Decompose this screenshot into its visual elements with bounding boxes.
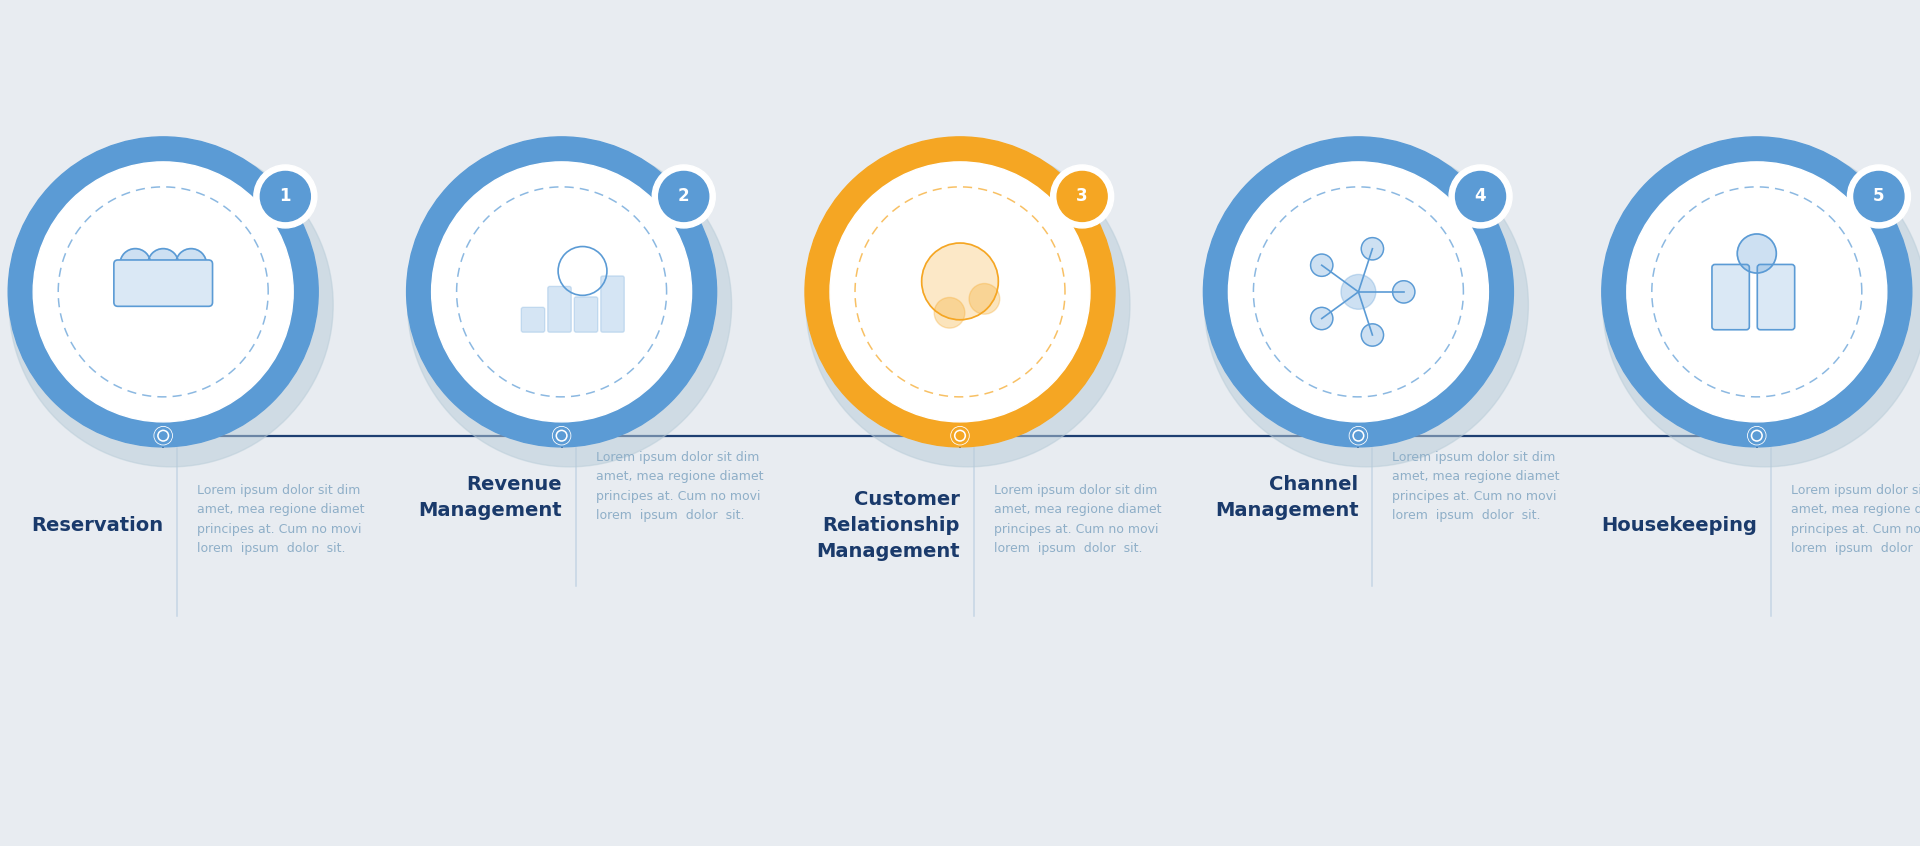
Circle shape bbox=[1392, 160, 1465, 233]
Circle shape bbox=[1626, 162, 1887, 422]
Circle shape bbox=[1755, 151, 1809, 204]
FancyBboxPatch shape bbox=[574, 297, 597, 332]
Circle shape bbox=[806, 143, 1131, 467]
Circle shape bbox=[659, 172, 708, 222]
Text: Lorem ipsum dolor sit dim
amet, mea regione diamet
principes at. Cum no movi
lor: Lorem ipsum dolor sit dim amet, mea regi… bbox=[1791, 484, 1920, 555]
Circle shape bbox=[33, 162, 294, 422]
Circle shape bbox=[148, 249, 179, 279]
Circle shape bbox=[1791, 160, 1862, 233]
Circle shape bbox=[1311, 254, 1332, 277]
FancyBboxPatch shape bbox=[1757, 265, 1795, 330]
Circle shape bbox=[1601, 137, 1912, 447]
Circle shape bbox=[950, 426, 970, 445]
Circle shape bbox=[935, 298, 966, 328]
Text: 5: 5 bbox=[1874, 188, 1885, 206]
Circle shape bbox=[1357, 151, 1411, 204]
Circle shape bbox=[970, 283, 1000, 314]
Text: 4: 4 bbox=[1475, 188, 1486, 206]
Circle shape bbox=[1450, 165, 1513, 228]
Circle shape bbox=[119, 249, 150, 279]
Circle shape bbox=[561, 151, 614, 204]
Circle shape bbox=[553, 426, 570, 445]
Text: 2: 2 bbox=[678, 188, 689, 206]
Circle shape bbox=[154, 426, 173, 445]
Circle shape bbox=[177, 249, 207, 279]
Circle shape bbox=[1753, 432, 1761, 439]
Circle shape bbox=[1836, 206, 1895, 264]
Circle shape bbox=[1050, 165, 1114, 228]
Text: 3: 3 bbox=[1077, 188, 1089, 206]
Circle shape bbox=[161, 151, 215, 204]
Circle shape bbox=[1747, 426, 1766, 445]
Circle shape bbox=[1392, 281, 1415, 303]
Circle shape bbox=[1340, 274, 1377, 310]
FancyBboxPatch shape bbox=[113, 260, 213, 306]
Circle shape bbox=[198, 160, 269, 233]
Circle shape bbox=[242, 206, 301, 264]
Circle shape bbox=[432, 162, 691, 422]
Text: Channel
Management: Channel Management bbox=[1215, 475, 1357, 520]
Circle shape bbox=[261, 172, 311, 222]
FancyBboxPatch shape bbox=[520, 307, 545, 332]
Circle shape bbox=[1361, 324, 1384, 346]
Circle shape bbox=[1229, 162, 1488, 422]
Circle shape bbox=[1204, 143, 1528, 467]
Text: 1: 1 bbox=[280, 188, 292, 206]
Circle shape bbox=[958, 151, 1012, 204]
Circle shape bbox=[1855, 172, 1905, 222]
Circle shape bbox=[1311, 307, 1332, 330]
Circle shape bbox=[829, 162, 1091, 422]
Circle shape bbox=[653, 165, 716, 228]
Circle shape bbox=[595, 160, 668, 233]
FancyBboxPatch shape bbox=[1713, 265, 1749, 330]
Text: Reservation: Reservation bbox=[31, 516, 163, 536]
Circle shape bbox=[1603, 143, 1920, 467]
Text: Lorem ipsum dolor sit dim
amet, mea regione diamet
principes at. Cum no movi
lor: Lorem ipsum dolor sit dim amet, mea regi… bbox=[1392, 451, 1559, 522]
Circle shape bbox=[922, 243, 998, 320]
Circle shape bbox=[8, 137, 319, 447]
Circle shape bbox=[1847, 165, 1910, 228]
Circle shape bbox=[1455, 172, 1505, 222]
Circle shape bbox=[159, 432, 167, 439]
Circle shape bbox=[253, 165, 317, 228]
Text: Lorem ipsum dolor sit dim
amet, mea regione diamet
principes at. Cum no movi
lor: Lorem ipsum dolor sit dim amet, mea regi… bbox=[995, 484, 1162, 555]
Circle shape bbox=[995, 160, 1066, 233]
Circle shape bbox=[1356, 432, 1361, 439]
Circle shape bbox=[1438, 206, 1496, 264]
Circle shape bbox=[407, 137, 716, 447]
FancyBboxPatch shape bbox=[547, 287, 572, 332]
Circle shape bbox=[407, 143, 732, 467]
Circle shape bbox=[1361, 238, 1384, 260]
Circle shape bbox=[1204, 137, 1513, 447]
Text: Revenue
Management: Revenue Management bbox=[419, 475, 561, 520]
Circle shape bbox=[1350, 426, 1367, 445]
Circle shape bbox=[1039, 206, 1098, 264]
Text: Lorem ipsum dolor sit dim
amet, mea regione diamet
principes at. Cum no movi
lor: Lorem ipsum dolor sit dim amet, mea regi… bbox=[595, 451, 762, 522]
Circle shape bbox=[956, 432, 964, 439]
Circle shape bbox=[1058, 172, 1108, 222]
Circle shape bbox=[10, 143, 334, 467]
Text: Housekeeping: Housekeeping bbox=[1601, 516, 1757, 536]
Text: Lorem ipsum dolor sit dim
amet, mea regione diamet
principes at. Cum no movi
lor: Lorem ipsum dolor sit dim amet, mea regi… bbox=[198, 484, 365, 555]
Circle shape bbox=[804, 137, 1116, 447]
Circle shape bbox=[559, 432, 564, 439]
Circle shape bbox=[641, 206, 699, 264]
Text: Customer
Relationship
Management: Customer Relationship Management bbox=[816, 491, 960, 561]
Circle shape bbox=[1738, 234, 1776, 273]
FancyBboxPatch shape bbox=[601, 276, 624, 332]
